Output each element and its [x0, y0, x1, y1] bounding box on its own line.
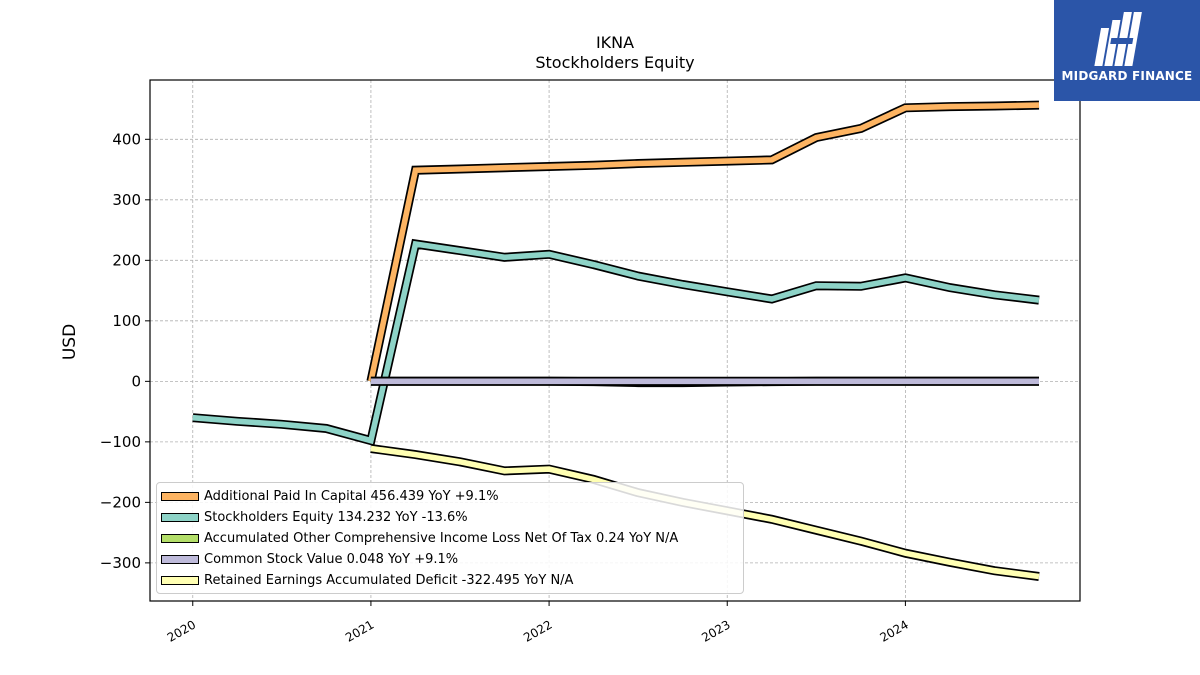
- x-tick-label: 2020: [165, 617, 198, 644]
- legend-item: Stockholders Equity 134.232 YoY -13.6%: [157, 507, 468, 527]
- legend-swatch: [161, 554, 199, 564]
- legend-swatch: [161, 575, 199, 585]
- legend-label: Retained Earnings Accumulated Deficit -3…: [204, 572, 574, 588]
- legend-label: Accumulated Other Comprehensive Income L…: [204, 530, 679, 546]
- x-axis: 2020 2021 2022 2023 2024: [165, 601, 911, 645]
- x-tick-label: 2024: [877, 617, 910, 644]
- legend-label: Stockholders Equity 134.232 YoY -13.6%: [204, 509, 468, 525]
- midgard-logo-icon: [1094, 12, 1142, 66]
- y-axis: 400 300 200 100 0 −100 −200 −300: [100, 130, 150, 572]
- series-line-1: [192, 238, 1040, 447]
- y-tick-label: 300: [112, 191, 141, 209]
- x-tick-label: 2021: [343, 617, 376, 644]
- plot-frame: [149, 79, 1081, 602]
- y-axis-label: USD: [60, 324, 80, 360]
- legend-item: Additional Paid In Capital 456.439 YoY +…: [157, 486, 499, 506]
- legend-swatch: [161, 491, 199, 501]
- chart-title-line1: IKNA: [595, 33, 635, 52]
- y-tick-label: 100: [112, 312, 141, 330]
- legend-item: Common Stock Value 0.048 YoY +9.1%: [157, 549, 458, 569]
- y-tick-label: −200: [100, 493, 141, 511]
- x-tick-label: 2022: [521, 617, 554, 644]
- legend-item: Retained Earnings Accumulated Deficit -3…: [157, 570, 573, 590]
- chart-title-line2: Stockholders Equity: [535, 53, 695, 72]
- legend-swatch: [161, 533, 199, 543]
- y-tick-label: 400: [112, 130, 141, 148]
- y-tick-label: 0: [131, 372, 141, 390]
- logo-brand-text: MIDGARD FINANCE: [1061, 69, 1193, 83]
- y-tick-label: 200: [112, 251, 141, 269]
- series-fill: [192, 240, 1040, 445]
- midgard-logo: MIDGARD FINANCE: [1054, 0, 1200, 101]
- x-tick-label: 2023: [699, 617, 732, 644]
- series-line-0: [366, 100, 1040, 383]
- legend-swatch: [161, 512, 199, 522]
- legend: Additional Paid In Capital 456.439 YoY +…: [156, 482, 744, 594]
- y-tick-label: −100: [100, 433, 141, 451]
- y-tick-label: −300: [100, 554, 141, 572]
- series-fill: [368, 102, 1040, 382]
- legend-label: Additional Paid In Capital 456.439 YoY +…: [204, 488, 499, 504]
- legend-item: Accumulated Other Comprehensive Income L…: [157, 528, 678, 548]
- legend-label: Common Stock Value 0.048 YoY +9.1%: [204, 551, 459, 567]
